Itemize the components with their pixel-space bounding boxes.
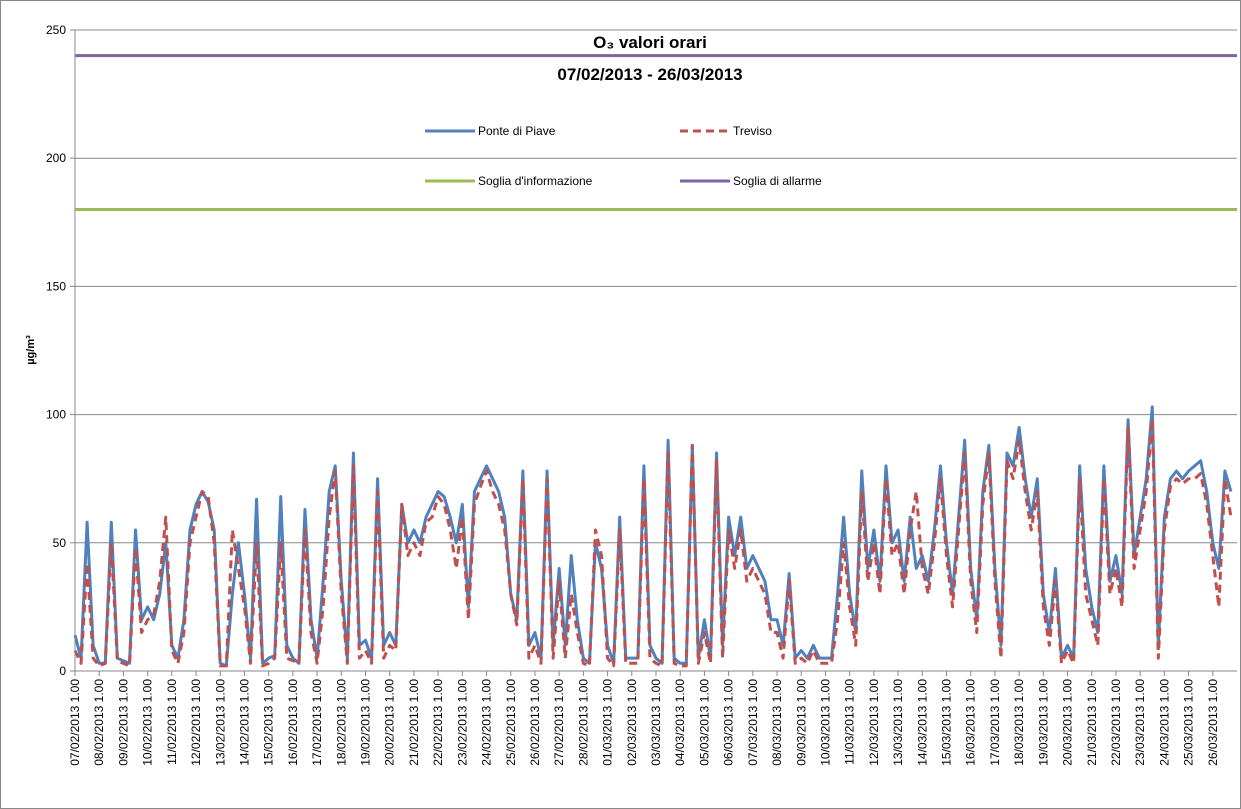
x-tick-label: 11/03/2013 1.00 [843, 679, 857, 765]
x-tick-label: 19/02/2013 1.00 [359, 679, 373, 766]
legend: Ponte di Piave Treviso Soglia d'informazio… [425, 124, 822, 188]
x-tick-label: 25/03/2013 1.00 [1182, 679, 1196, 766]
x-tick-label: 01/03/2013 1.00 [601, 679, 615, 766]
series-line [73, 418, 1233, 668]
reference-lines [75, 54, 1237, 211]
x-tick-label: 26/03/2013 1.00 [1206, 679, 1220, 766]
x-tick-label: 14/02/2013 1.00 [237, 679, 251, 766]
x-tick-label: 13/02/2013 1.00 [213, 679, 227, 766]
legend-label: Ponte di Piave [478, 124, 556, 138]
x-tick-label: 18/03/2013 1.00 [1012, 679, 1026, 766]
x-tick-label: 22/02/2013 1.00 [431, 679, 445, 766]
x-tick-label: 21/03/2013 1.00 [1085, 679, 1099, 766]
x-tick-label: 19/03/2013 1.00 [1036, 679, 1050, 766]
y-tick-label: 150 [46, 279, 66, 293]
y-tick-label: 100 [46, 408, 66, 422]
x-tick-label: 25/02/2013 1.00 [504, 679, 518, 766]
x-tick-label: 22/03/2013 1.00 [1109, 679, 1123, 766]
axes: 0 50 100 150 200 250 07/02/2013 1.00 08/02/2013… [46, 23, 1237, 766]
y-tick-label: 200 [46, 151, 66, 165]
chart-title: O₃ valori orari [593, 33, 707, 52]
x-tick-label: 11/02/2013 1.00 [165, 679, 179, 765]
x-tick-label: 16/02/2013 1.00 [286, 679, 300, 766]
legend-label: Treviso [733, 124, 772, 138]
x-tick-label: 16/03/2013 1.00 [964, 679, 978, 766]
legend-label: Soglia d'informazione [478, 174, 593, 188]
x-tick-label: 15/03/2013 1.00 [940, 679, 954, 766]
x-tick-label: 28/02/2013 1.00 [576, 679, 590, 766]
series-lines [73, 405, 1233, 668]
x-tick-label: 23/02/2013 1.00 [455, 679, 469, 766]
x-tick-label: 15/02/2013 1.00 [262, 679, 276, 766]
y-tick-label: 0 [59, 664, 66, 678]
x-tick-label: 13/03/2013 1.00 [891, 679, 905, 766]
x-tick-label: 09/02/2013 1.00 [116, 679, 130, 766]
x-tick-label: 27/02/2013 1.00 [552, 679, 566, 766]
x-tick-label: 20/03/2013 1.00 [1061, 679, 1075, 766]
x-tick-label: 10/03/2013 1.00 [818, 679, 832, 766]
x-tick-label: 08/03/2013 1.00 [770, 679, 784, 766]
x-tick-label: 17/03/2013 1.00 [988, 679, 1002, 766]
x-tick-label: 12/03/2013 1.00 [867, 679, 881, 766]
x-tick-label: 07/02/2013 1.00 [68, 679, 82, 766]
x-tick-label: 18/02/2013 1.00 [334, 679, 348, 766]
x-tick-label: 24/02/2013 1.00 [480, 679, 494, 766]
legend-label: Soglia di allarme [733, 174, 822, 188]
x-tick-label: 04/03/2013 1.00 [673, 679, 687, 766]
x-tick-label: 06/03/2013 1.00 [722, 679, 736, 766]
x-tick-label: 05/03/2013 1.00 [697, 679, 711, 766]
x-tick-label: 14/03/2013 1.00 [915, 679, 929, 766]
chart-subtitle: 07/02/2013 - 26/03/2013 [557, 65, 742, 84]
x-tick-label: 09/03/2013 1.00 [794, 679, 808, 766]
x-tick-label: 03/03/2013 1.00 [649, 679, 663, 766]
series-line [73, 405, 1233, 668]
x-tick-label: 12/02/2013 1.00 [189, 679, 203, 766]
x-tick-label: 26/02/2013 1.00 [528, 679, 542, 766]
x-tick-label: 21/02/2013 1.00 [407, 679, 421, 766]
x-tick-label: 20/02/2013 1.00 [383, 679, 397, 766]
x-tick-label: 08/02/2013 1.00 [92, 679, 106, 766]
y-tick-label: 250 [46, 23, 66, 37]
x-tick-label: 02/03/2013 1.00 [625, 679, 639, 766]
y-axis-label: µg/m³ [25, 335, 37, 365]
y-tick-label: 50 [53, 536, 67, 550]
x-tick-label: 24/03/2013 1.00 [1157, 679, 1171, 766]
x-tick-label: 10/02/2013 1.00 [141, 679, 155, 766]
x-tick-label: 23/03/2013 1.00 [1133, 679, 1147, 766]
x-tick-label: 07/03/2013 1.00 [746, 679, 760, 766]
x-tick-label: 17/02/2013 1.00 [310, 679, 324, 766]
